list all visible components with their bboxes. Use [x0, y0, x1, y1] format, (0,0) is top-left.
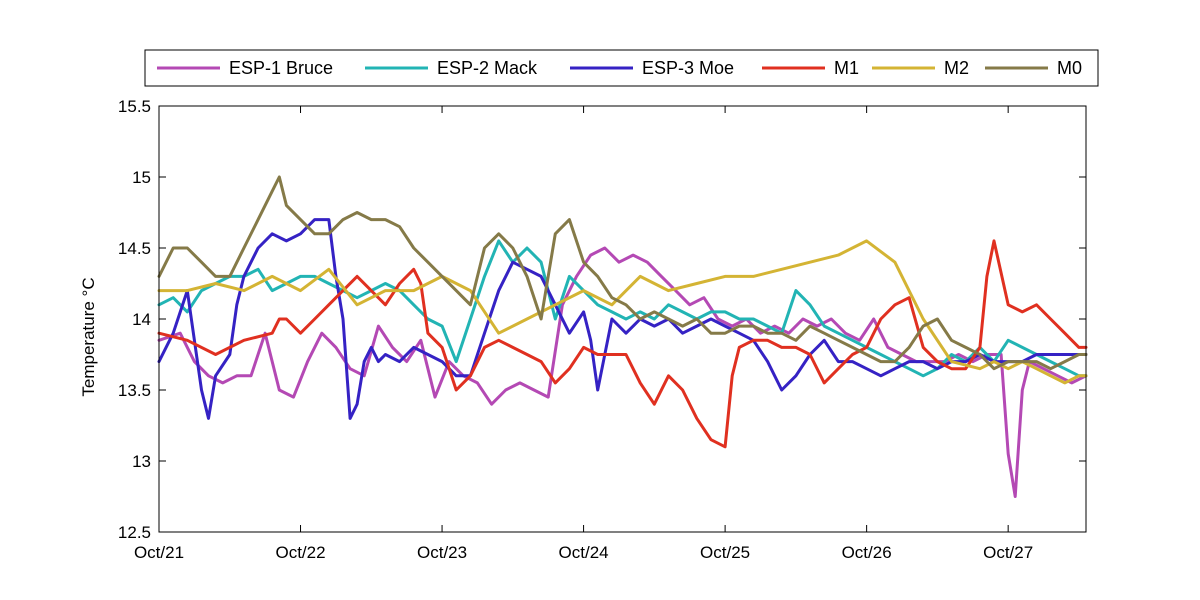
x-tick-label: Oct/27 — [983, 543, 1033, 562]
y-tick-label: 14.5 — [118, 239, 151, 258]
legend-label-3: M1 — [834, 58, 859, 78]
legend-label-1: ESP-2 Mack — [437, 58, 538, 78]
axes: 12.5 13 13.5 14 14.5 15 15.5 Oct/21 Oct/22 Oct/23… — [118, 97, 1087, 562]
y-tick-label: 15 — [132, 168, 151, 187]
y-axis-title: Temperature °C — [79, 277, 98, 396]
x-tick-label: Oct/24 — [559, 543, 609, 562]
y-tick-label: 15.5 — [118, 97, 151, 116]
y-tick-label: 12.5 — [118, 523, 151, 542]
series-line-0 — [157, 246, 1088, 498]
legend-label-2: ESP-3 Moe — [642, 58, 734, 78]
series-line-4 — [157, 239, 1088, 385]
legend-label-4: M2 — [944, 58, 969, 78]
legend-label-0: ESP-1 Bruce — [229, 58, 333, 78]
plot-area — [157, 175, 1088, 498]
series-line-3 — [157, 239, 1088, 449]
y-tick-label: 14 — [132, 310, 151, 329]
series-line-2 — [157, 218, 1088, 420]
x-tick-label: Oct/21 — [134, 543, 184, 562]
legend-label-5: M0 — [1057, 58, 1082, 78]
x-tick-label: Oct/26 — [842, 543, 892, 562]
legend: ESP-1 Bruce ESP-2 Mack ESP-3 Moe M1 M2 M0 — [144, 49, 1099, 87]
x-tick-label: Oct/25 — [700, 543, 750, 562]
series-line-5 — [157, 175, 1088, 371]
y-tick-label: 13.5 — [118, 381, 151, 400]
x-tick-label: Oct/22 — [275, 543, 325, 562]
y-tick-label: 13 — [132, 452, 151, 471]
axes-box — [158, 105, 1087, 533]
x-tick-label: Oct/23 — [417, 543, 467, 562]
